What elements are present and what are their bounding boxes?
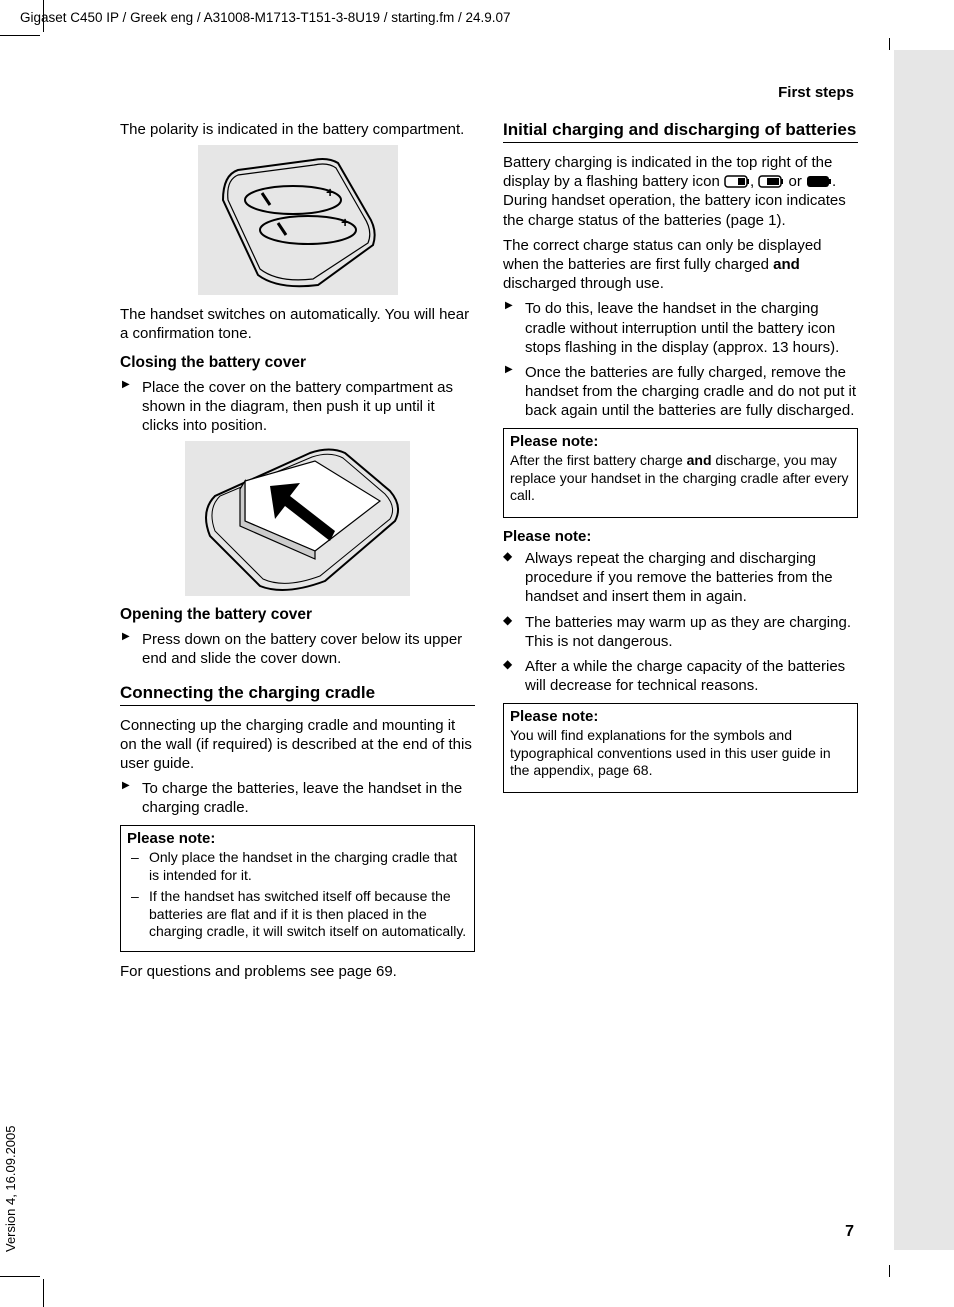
battery-polarity-figure: + + (198, 145, 398, 295)
note-text: After the first battery charge and disch… (510, 452, 851, 505)
list-item: Always repeat the charging and dischargi… (503, 549, 858, 607)
header-path: Gigaset C450 IP / Greek eng / A31008-M17… (20, 10, 511, 25)
left-column: The polarity is indicated in the battery… (120, 120, 475, 987)
list-item: To do this, leave the handset in the cha… (503, 299, 858, 357)
list-item: After a while the charge capacity of the… (503, 657, 858, 695)
subheading: Opening the battery cover (120, 606, 475, 624)
heading: Connecting the charging cradle (120, 683, 475, 706)
svg-text:+: + (326, 184, 334, 200)
list-item: If the handset has switched itself off b… (127, 888, 468, 941)
body-text: Connecting up the charging cradle and mo… (120, 716, 475, 774)
body-text: The polarity is indicated in the battery… (120, 120, 475, 139)
note-title: Please note: (510, 433, 851, 450)
note-title: Please note: (127, 830, 468, 847)
list-item: Press down on the battery cover below it… (120, 630, 475, 668)
body-text: Battery charging is indicated in the top… (503, 153, 858, 230)
crop-mark (43, 0, 44, 32)
note-heading: Please note: (503, 528, 858, 545)
content-area: The polarity is indicated in the battery… (120, 120, 860, 987)
battery-full-icon (806, 175, 832, 188)
battery-half-icon (758, 175, 784, 188)
close-cover-figure (185, 441, 410, 596)
crop-mark (889, 38, 890, 50)
note-box: Please note: After the first battery cha… (503, 428, 858, 518)
body-text: The handset switches on automatically. Y… (120, 305, 475, 343)
note-text: You will find explanations for the symbo… (510, 727, 851, 780)
note-title: Please note: (510, 708, 851, 725)
list-item: Only place the handset in the charging c… (127, 849, 468, 884)
page-number: 7 (845, 1223, 854, 1241)
list-item: The batteries may warm up as they are ch… (503, 613, 858, 651)
list-item: Place the cover on the battery compartme… (120, 378, 475, 436)
crop-mark (0, 1276, 40, 1277)
version-text: Version 4, 16.09.2005 (3, 1126, 18, 1253)
crop-mark (0, 35, 40, 36)
right-column: Initial charging and discharging of batt… (503, 120, 858, 987)
list-item: To charge the batteries, leave the hands… (120, 779, 475, 817)
note-box: Please note: Only place the handset in t… (120, 825, 475, 952)
body-text: For questions and problems see page 69. (120, 962, 475, 981)
crop-mark (43, 1279, 44, 1307)
subheading: Closing the battery cover (120, 354, 475, 372)
page-edge-bar (894, 50, 954, 1250)
svg-text:+: + (341, 214, 349, 230)
list-item: Once the batteries are fully charged, re… (503, 363, 858, 421)
crop-mark (889, 1265, 890, 1277)
heading: Initial charging and discharging of batt… (503, 120, 858, 143)
section-header: First steps (778, 84, 854, 101)
note-box: Please note: You will find explanations … (503, 703, 858, 793)
body-text: The correct charge status can only be di… (503, 236, 858, 294)
battery-low-icon (724, 175, 750, 188)
